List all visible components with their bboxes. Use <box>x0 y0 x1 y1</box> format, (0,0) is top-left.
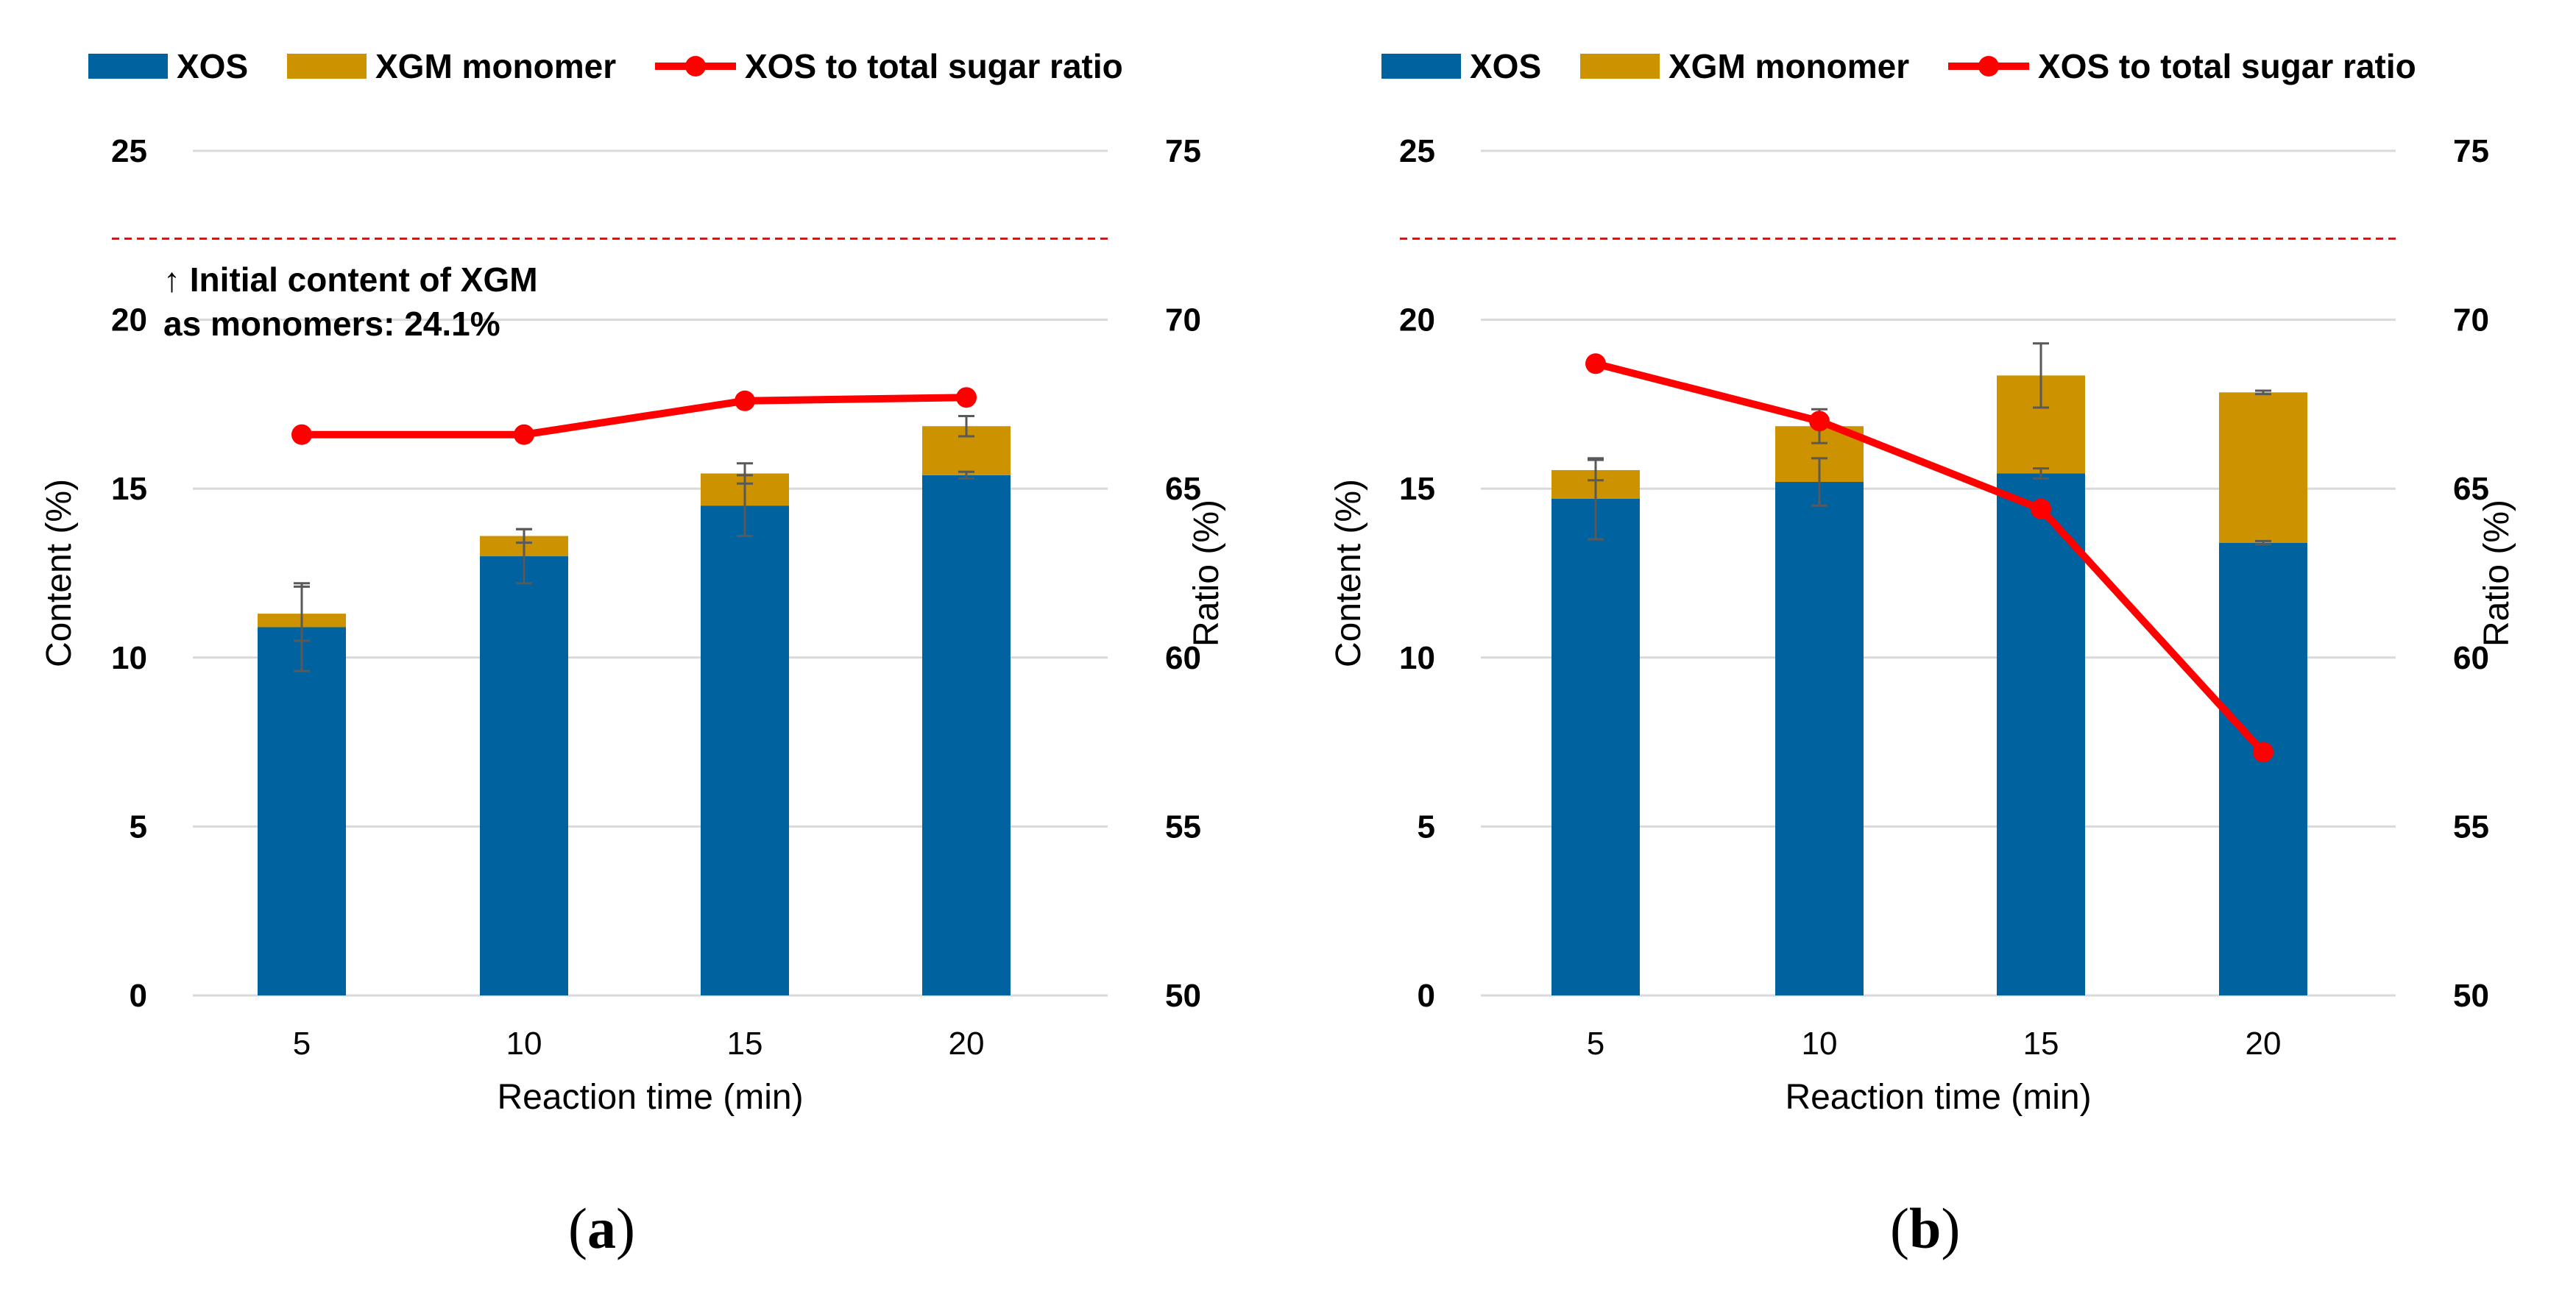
ratio-marker-b <box>2031 498 2051 519</box>
annotation-line-2: as monomers: 24.1% <box>163 305 500 343</box>
y2-axis-title-a: Ratio (%) <box>1187 500 1226 647</box>
bar-xos-a <box>480 556 568 995</box>
legend-swatch-ratio-marker-a <box>685 56 706 77</box>
y2-tick-label-a: 75 <box>1165 133 1201 169</box>
y2-tick-label-a: 60 <box>1165 640 1201 676</box>
panel-letter-a: a <box>587 1196 616 1260</box>
y-tick-label-a: 20 <box>111 302 147 338</box>
bar-xos-a <box>258 627 346 995</box>
legend-swatch-xos-a <box>88 54 168 79</box>
bar-xos-b <box>1775 482 1864 995</box>
y2-tick-label-b: 50 <box>2453 978 2489 1014</box>
ratio-marker-b <box>2253 742 2274 763</box>
panel-letter-b: b <box>1908 1196 1942 1260</box>
y-axis-title-b: Content (%) <box>1329 479 1368 667</box>
y-tick-label-a: 0 <box>130 978 147 1014</box>
ratio-marker-b <box>1809 411 1830 432</box>
bar-xos-b <box>1997 473 2085 995</box>
legend-swatch-xos-b <box>1381 54 1461 79</box>
y-tick-label-a: 5 <box>130 809 147 845</box>
y-tick-label-b: 25 <box>1399 133 1435 169</box>
legend-label-ratio-b: XOS to total sugar ratio <box>2038 47 2416 85</box>
ratio-line-a <box>302 394 967 438</box>
legend-label-xos-b: XOS <box>1470 47 1541 85</box>
y2-tick-label-a: 65 <box>1165 471 1201 507</box>
initial-xgm-annotation: ↑ Initial content of XGM as monomers: 24… <box>163 258 538 346</box>
x-tick-label-b: 15 <box>2023 1026 2059 1062</box>
ratio-marker-a <box>735 390 755 411</box>
y2-tick-label-b: 60 <box>2453 640 2489 676</box>
x-tick-label-a: 15 <box>727 1026 763 1062</box>
bar-xos-a <box>922 475 1011 995</box>
y-tick-label-b: 10 <box>1399 640 1435 676</box>
y2-axis-title-b: Ratio (%) <box>2477 500 2516 647</box>
y2-tick-label-b: 70 <box>2453 302 2489 338</box>
legend-swatch-xgm-b <box>1580 54 1660 79</box>
bar-xos-b <box>2219 542 2307 995</box>
y2-tick-label-b: 75 <box>2453 133 2489 169</box>
legend-label-xos-a: XOS <box>177 47 248 85</box>
x-tick-label-a: 10 <box>506 1026 542 1062</box>
ratio-marker-a <box>514 424 534 445</box>
legend-swatch-xgm-a <box>287 54 367 79</box>
y-axis-title-a: Content (%) <box>40 479 79 667</box>
x-tick-label-a: 20 <box>949 1026 985 1062</box>
y2-tick-label-a: 55 <box>1165 809 1201 845</box>
panel-label-a: (a) <box>568 1196 635 1260</box>
y-tick-label-a: 25 <box>111 133 147 169</box>
y2-tick-label-a: 50 <box>1165 978 1201 1014</box>
legend-swatch-ratio-marker-b <box>1978 56 1999 77</box>
ratio-marker-a <box>291 424 312 445</box>
y2-tick-label-a: 70 <box>1165 302 1201 338</box>
x-axis-title-b: Reaction time (min) <box>1785 1078 2091 1117</box>
y-tick-label-a: 10 <box>111 640 147 676</box>
legend-label-xgm-b: XGM monomer <box>1669 47 1909 85</box>
ratio-marker-b <box>1585 353 1606 374</box>
x-tick-label-a: 5 <box>293 1026 311 1062</box>
x-tick-label-b: 20 <box>2246 1026 2282 1062</box>
legend-label-xgm-a: XGM monomer <box>375 47 616 85</box>
y-tick-label-b: 15 <box>1399 471 1435 507</box>
panel-label-b: (b) <box>1890 1196 1961 1260</box>
bar-xgm-b <box>2219 392 2307 543</box>
x-tick-label-b: 10 <box>1802 1026 1838 1062</box>
x-tick-label-b: 5 <box>1587 1026 1604 1062</box>
bar-xos-b <box>1551 498 1640 995</box>
annotation-line-1: ↑ Initial content of XGM <box>163 260 538 299</box>
y2-tick-label-b: 55 <box>2453 809 2489 845</box>
y-tick-label-a: 15 <box>111 471 147 507</box>
y-tick-label-b: 5 <box>1418 809 1435 845</box>
legend-label-ratio-a: XOS to total sugar ratio <box>745 47 1123 85</box>
y-tick-label-b: 0 <box>1418 978 1435 1014</box>
y-tick-label-b: 20 <box>1399 302 1435 338</box>
bar-xos-a <box>701 505 789 995</box>
y2-tick-label-b: 65 <box>2453 471 2489 507</box>
ratio-line-b <box>1594 360 2266 755</box>
x-axis-title-a: Reaction time (min) <box>497 1078 803 1117</box>
ratio-marker-a <box>956 387 977 408</box>
